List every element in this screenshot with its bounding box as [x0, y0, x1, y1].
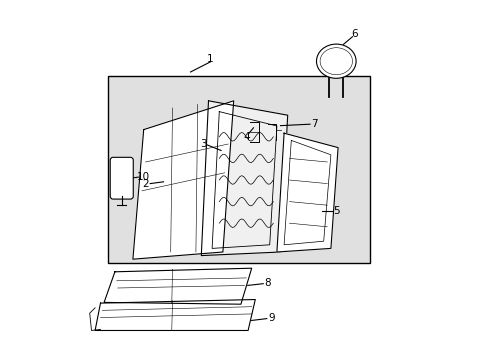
Polygon shape — [201, 101, 287, 256]
FancyBboxPatch shape — [110, 157, 133, 199]
Text: 9: 9 — [267, 312, 274, 323]
Bar — [107, 76, 370, 263]
Polygon shape — [276, 133, 337, 252]
Text: 1: 1 — [206, 54, 213, 64]
Ellipse shape — [316, 44, 355, 78]
Text: 8: 8 — [264, 278, 271, 288]
Text: 2: 2 — [142, 179, 148, 189]
Text: 3: 3 — [200, 139, 206, 149]
Polygon shape — [104, 268, 251, 304]
Text: 6: 6 — [350, 29, 357, 39]
Text: 10: 10 — [137, 172, 150, 182]
Text: 4: 4 — [243, 132, 249, 142]
Text: 7: 7 — [311, 119, 317, 129]
Polygon shape — [95, 300, 255, 330]
Text: 5: 5 — [332, 206, 339, 216]
Polygon shape — [133, 101, 233, 259]
